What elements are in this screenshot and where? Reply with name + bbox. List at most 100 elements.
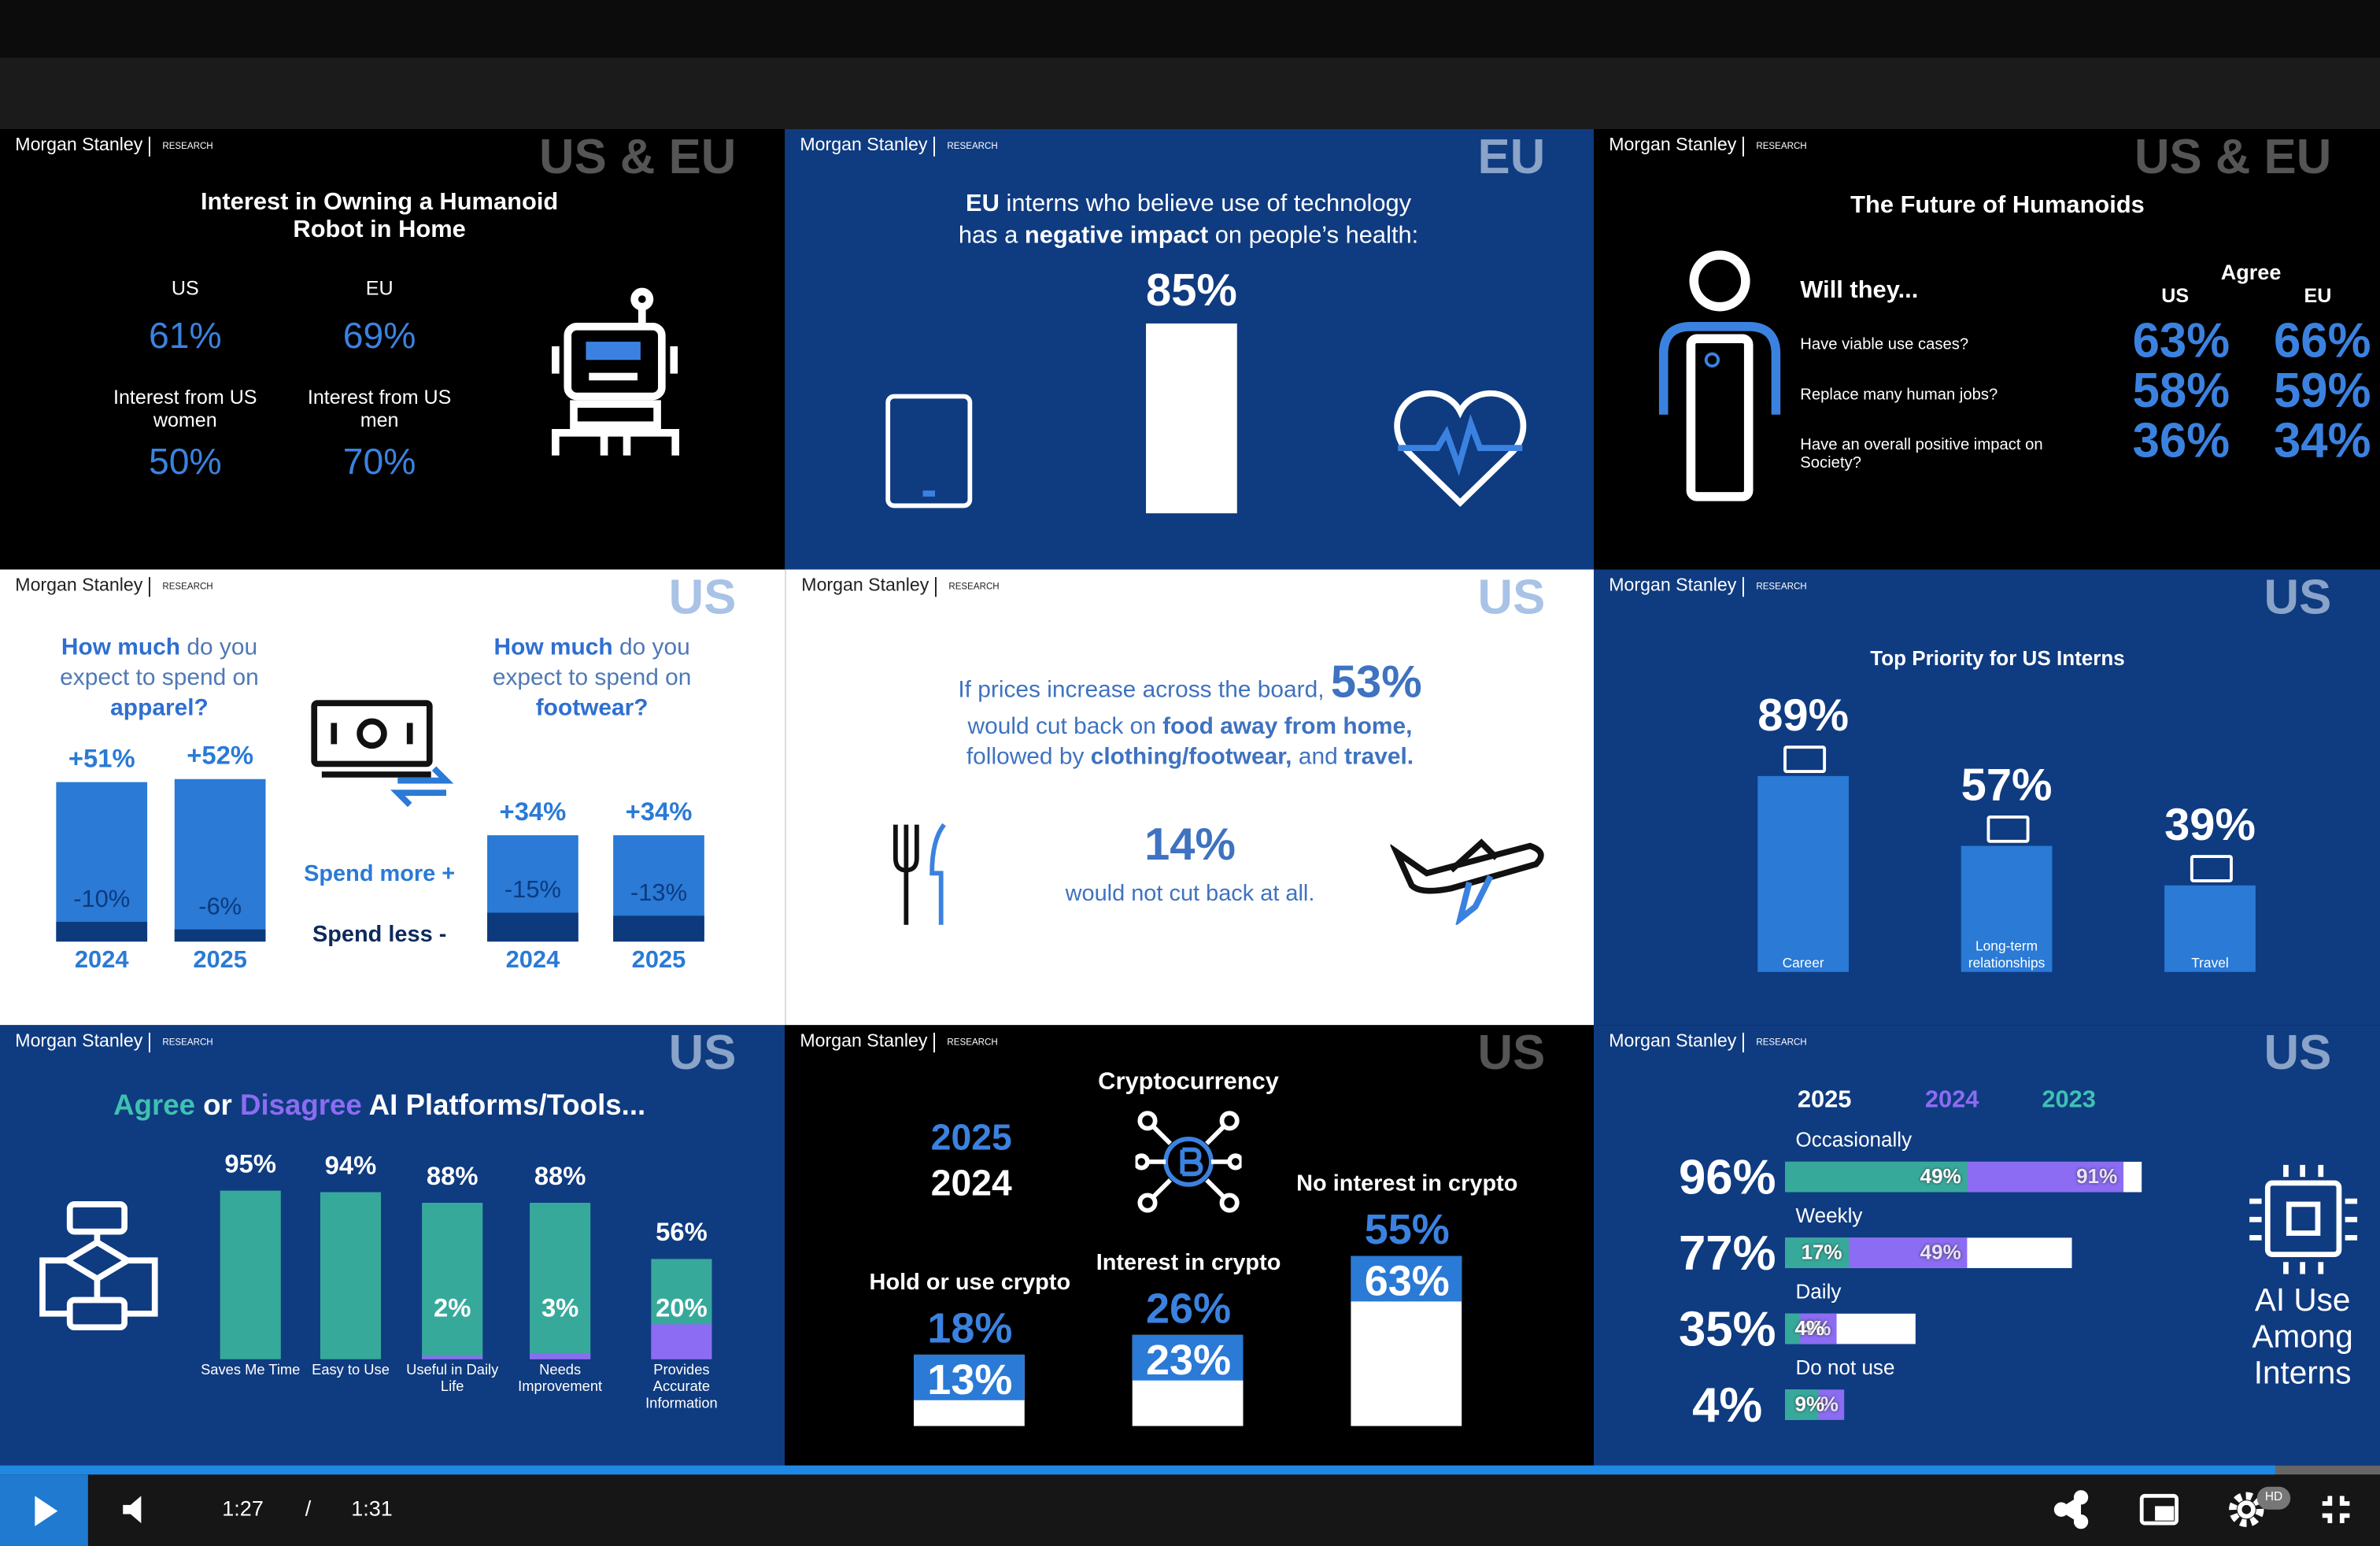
region: US [1477,569,1546,624]
panel: Morgan Stanley RESEARCH EU EU interns who b… [785,128,1594,570]
label: Long-term relationships [1968,938,2046,971]
value: 17% [1801,1241,1842,1264]
year: 2024 [74,947,129,974]
label: US [171,276,199,300]
icon [1783,745,1827,773]
divider [148,577,150,597]
value: 4% [1794,1316,1825,1340]
value: 77% [1678,1225,1776,1281]
region: US & EU [2134,128,2332,184]
rich-text: Agree or Disagree AI Platforms/Tools... [61,1089,698,1126]
text-segment: Agree [113,1090,195,1123]
bar-negative [56,922,148,942]
label: Saves Me Time [201,1362,301,1379]
panel: Morgan Stanley RESEARCH US Cryptocurrency 20… [785,1025,1594,1466]
bar-top [913,1355,1025,1400]
divider [934,577,937,597]
progress-track[interactable] [0,1465,2380,1475]
value: 2% [434,1293,471,1323]
rich-text: If prices increase across the board, 53%… [940,653,1440,774]
play-button[interactable] [0,1474,88,1546]
brand: Morgan Stanley [15,1030,143,1052]
text-segment: negative impact [1024,223,1209,250]
value: 57% [1961,761,2053,812]
text-segment: How much [493,634,613,661]
title: Interest in Owning a Humanoid Robot in H… [200,190,559,244]
brand-sub: RESEARCH [1756,1038,1807,1049]
divider [933,136,935,157]
bar-negative [613,915,704,942]
label: Agree [2220,259,2282,284]
value: 3% [541,1293,579,1323]
brand: Morgan Stanley [15,133,143,155]
brand-sub: RESEARCH [162,142,213,152]
hd-badge [2256,1486,2291,1510]
label: Travel [2191,954,2229,971]
year: 2025 [193,947,247,974]
text-segment: Disagree [239,1090,362,1123]
value: -13% [630,881,688,907]
panel: Morgan Stanley RESEARCH US How much do you … [0,569,785,1026]
value: 96% [1678,1149,1776,1204]
region: US & EU [539,128,737,184]
money-icon [311,700,454,808]
text-segment: would cut back on [967,713,1163,740]
control-bar: 1:27 / 1:31 HD [0,1474,2380,1546]
legend: 2025 [1797,1087,1852,1114]
divider [148,136,150,157]
label: Will they... [1800,278,1919,304]
text-segment: 53% [1330,657,1422,708]
value: 34% [2273,412,2371,468]
value: 35% [1678,1301,1776,1356]
pip-button[interactable] [2138,1492,2181,1528]
brand: Morgan Stanley [800,133,928,155]
label: Career [1782,954,1824,971]
brand: Morgan Stanley [800,1030,928,1052]
bar-negative [174,930,266,942]
time-separator: / [305,1496,312,1521]
bar-top [1132,1335,1244,1381]
brand-sub: RESEARCH [948,583,1000,593]
label: Useful in Daily Life [406,1362,499,1396]
brand: Morgan Stanley [1609,574,1737,596]
rich-text: EU interns who believe use of technology… [945,190,1431,253]
label: Spend more + [304,860,456,887]
bar-segment [1784,1237,1849,1268]
value: 20% [656,1293,708,1323]
label: EU [2304,283,2332,307]
label: Interest from US men [307,386,452,431]
value: 56% [656,1219,708,1248]
share-button[interactable] [2052,1490,2091,1529]
bar [220,1190,281,1359]
question: Have an overall positive impact on Socie… [1800,435,2043,473]
bar [56,782,148,942]
year: 2025 [631,947,686,974]
label: No interest in crypto [1296,1171,1518,1197]
fork-knife-icon [893,823,946,925]
value: 14% [1144,819,1236,871]
value: 23% [1146,1336,1232,1384]
text-segment: do you expect to spend on [60,634,259,691]
settings-button[interactable] [2227,1489,2269,1531]
value: +34% [625,797,693,827]
bar [2164,886,2256,972]
value: 66% [2273,313,2371,368]
heart-icon [1394,390,1527,507]
value: 49% [1920,1241,1961,1264]
value: 61% [148,316,222,357]
region: US [668,1025,737,1080]
text-segment: do you expect to spend on [492,634,692,691]
value: -6% [198,894,242,921]
value: 85% [1146,265,1237,316]
region: EU [1477,128,1546,184]
text-segment: travel. [1344,744,1414,771]
volume-button[interactable] [118,1492,151,1526]
panel: Morgan Stanley RESEARCH US If prices increa… [785,569,1594,1026]
brand-sub: RESEARCH [1756,583,1807,593]
person-icon [1658,250,1781,501]
bitcoin-icon [1135,1111,1242,1213]
question: Replace many human jobs? [1800,386,1998,405]
fullscreen-exit-button[interactable] [2319,1492,2352,1526]
title: The Future of Humanoids [1850,193,2145,219]
divider [1742,1032,1744,1052]
